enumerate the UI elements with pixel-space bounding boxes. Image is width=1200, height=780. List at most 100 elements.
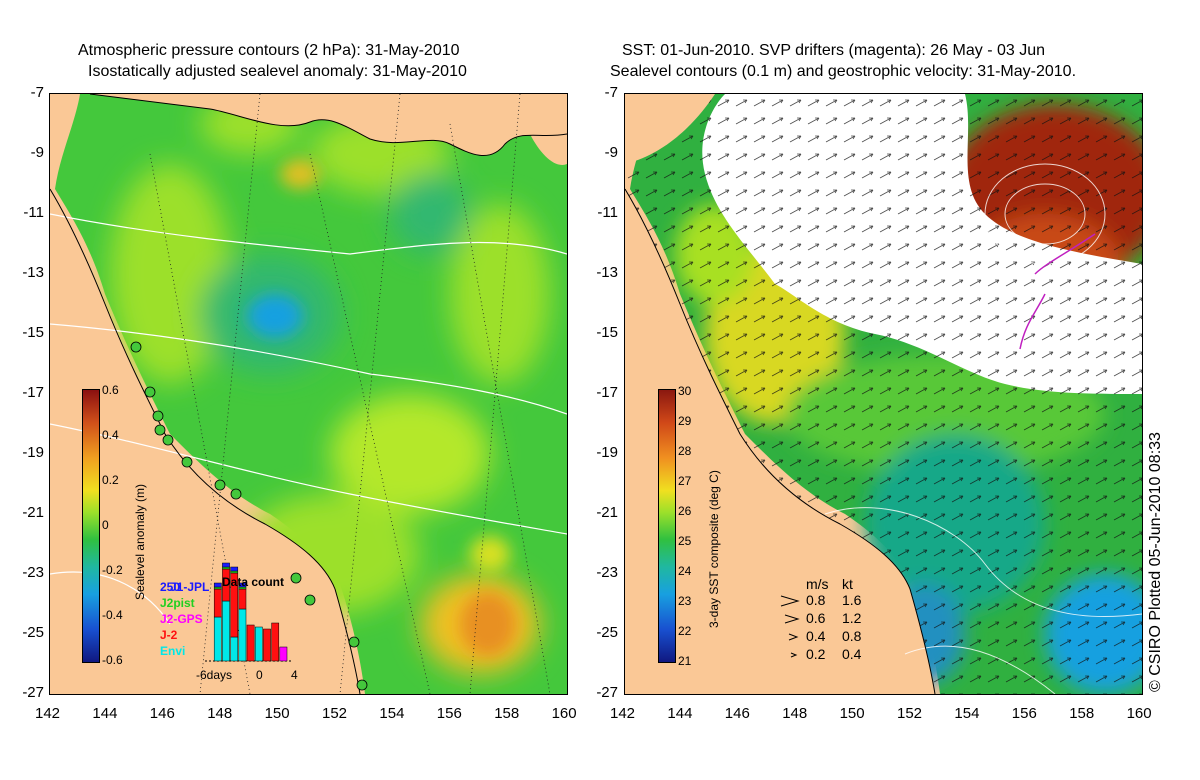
- sealevel-contours: [824, 163, 1142, 694]
- count-bar-envi: [254, 626, 263, 662]
- right-cb-tick-5: 25: [678, 534, 692, 548]
- legend-j2pist: J2pist: [160, 596, 195, 610]
- left-cb-tick-5: -0.4: [102, 608, 123, 622]
- left-lat-tick: -13: [22, 264, 44, 281]
- australia-coast: [50, 189, 360, 694]
- count-bar-jpl: [213, 582, 222, 588]
- right-lat-tick: -27: [596, 684, 618, 701]
- left-lat-tick: -7: [30, 84, 44, 101]
- sst-png-coast: [625, 94, 715, 164]
- sealevel-anomaly-map: [50, 94, 567, 694]
- right-map-panel: [624, 93, 1143, 695]
- left-lat-tick: -19: [22, 444, 44, 461]
- speed-kt-0: 1.6: [842, 592, 862, 608]
- data-count-inset: [205, 533, 293, 663]
- speed-header-ms: m/s: [806, 576, 829, 592]
- right-cb-tick-9: 21: [678, 654, 692, 668]
- right-lon-tick: 156: [1011, 705, 1037, 722]
- speed-ms-0: 0.8: [806, 592, 826, 608]
- credit-text: © CSIRO Plotted 05-Jun-2010 08:33: [1147, 432, 1164, 692]
- legend-jpl: J1-JPL: [170, 580, 210, 594]
- right-cb-tick-0: 30: [678, 384, 692, 398]
- satellite-tracks: [149, 94, 551, 694]
- left-lat-tick: -25: [22, 624, 44, 641]
- count-bar-jpl: [230, 566, 239, 572]
- arrow-0-2-icon: [790, 652, 798, 658]
- right-lat-tick: -9: [604, 144, 618, 161]
- right-cb-tick-3: 27: [678, 474, 692, 488]
- inset-title: Data count: [222, 575, 285, 589]
- right-cb-tick-2: 28: [678, 444, 692, 458]
- left-cb-tick-2: 0.2: [102, 473, 119, 487]
- left-cb-tick-1: 0.4: [102, 428, 119, 442]
- left-lon-tick: 144: [92, 705, 118, 722]
- right-title-line1: SST: 01-Jun-2010. SVP drifters (magenta)…: [622, 42, 1046, 59]
- right-cb-tick-6: 24: [678, 564, 692, 578]
- right-lon-tick: 160: [1126, 705, 1152, 722]
- right-cb-tick-7: 23: [678, 594, 692, 608]
- right-lon-tick: 158: [1069, 705, 1095, 722]
- left-lon-tick: 146: [149, 705, 175, 722]
- count-bar-j2: [213, 588, 222, 618]
- sst-australia-coast: [625, 189, 935, 694]
- coastline-outline: [50, 188, 361, 694]
- speed-kt-3: 0.4: [842, 646, 862, 662]
- pressure-contours: [50, 213, 567, 625]
- sst-map: [625, 94, 1142, 694]
- left-lat-tick: -23: [22, 564, 44, 581]
- data-count-bars: [205, 562, 293, 662]
- sst-coastline-outline: [625, 188, 936, 694]
- right-lat-tick: -11: [597, 204, 618, 221]
- count-bar-j2: [246, 624, 255, 662]
- left-lat-tick: -21: [22, 504, 44, 521]
- left-lat-tick: -11: [23, 204, 44, 221]
- left-lon-tick: 158: [494, 705, 520, 722]
- arrow-0-8-icon: [780, 595, 800, 607]
- left-title-line1: Atmospheric pressure contours (2 hPa): 3…: [78, 42, 460, 59]
- left-lon-tick: 154: [379, 705, 405, 722]
- right-cb-label: 3-day SST composite (deg C): [707, 470, 721, 628]
- drifter-track: [1019, 233, 1096, 350]
- left-lon-tick: 156: [436, 705, 462, 722]
- right-cb-tick-4: 26: [678, 504, 692, 518]
- count-bar-jpl: [222, 562, 230, 568]
- legend-envi: Envi: [160, 644, 186, 658]
- speed-header-kt: kt: [842, 576, 853, 592]
- tide-gauge-markers: [130, 341, 368, 691]
- left-cb-label: Sealevel anomaly (m): [133, 483, 147, 600]
- right-lat-tick: -19: [596, 444, 618, 461]
- speed-ms-2: 0.4: [806, 628, 826, 644]
- left-lat-tick: -9: [30, 144, 44, 161]
- left-title-line2: Isostatically adjusted sealevel anomaly:…: [88, 63, 467, 80]
- arrow-0-4-icon: [788, 633, 799, 641]
- right-lat-tick: -13: [596, 264, 618, 281]
- speed-ms-1: 0.6: [806, 610, 826, 626]
- left-cb-tick-4: -0.2: [102, 563, 123, 577]
- right-lon-tick: 144: [667, 705, 693, 722]
- left-lon-tick: 152: [322, 705, 348, 722]
- legend-j2gps: J2-GPS: [160, 612, 203, 626]
- right-cb-tick-8: 22: [678, 624, 692, 638]
- count-bar-j2: [271, 622, 280, 662]
- island-coast: [515, 94, 567, 165]
- inset-ymax: 250: [160, 580, 181, 594]
- right-lon-tick: 150: [839, 705, 865, 722]
- left-lat-tick: -17: [22, 384, 44, 401]
- right-lat-tick: -23: [596, 564, 618, 581]
- left-map-panel: [49, 93, 568, 695]
- left-lat-tick: -27: [22, 684, 44, 701]
- count-bar-j2pist: [213, 586, 222, 590]
- legend-j2: J-2: [160, 628, 178, 642]
- speed-kt-2: 0.8: [842, 628, 862, 644]
- right-lat-tick: -21: [596, 504, 618, 521]
- left-lon-tick: 150: [264, 705, 290, 722]
- right-lon-tick: 148: [782, 705, 808, 722]
- inset-xtick-2: 4: [291, 668, 298, 682]
- right-colorbar: [658, 389, 676, 663]
- left-lon-tick: 142: [35, 705, 61, 722]
- left-cb-tick-3: 0: [102, 518, 109, 532]
- arrow-0-6-icon: [784, 614, 800, 624]
- right-lat-tick: -7: [604, 84, 618, 101]
- count-bar-j2: [238, 588, 247, 610]
- speed-legend: m/s kt 0.8 1.6 0.6 1.2 0.4 0.8 0.2 0.4: [780, 576, 880, 666]
